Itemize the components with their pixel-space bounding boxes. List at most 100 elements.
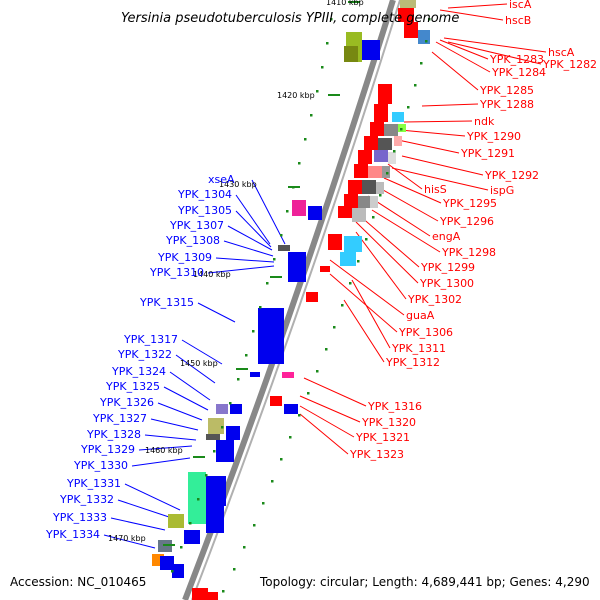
ruler-dot bbox=[237, 378, 240, 381]
gene-feature-block bbox=[308, 206, 322, 220]
left-label-connector bbox=[157, 402, 203, 421]
right-gene-label: YPK_1312 bbox=[385, 356, 440, 369]
left-gene-label: YPK_1330 bbox=[73, 459, 128, 472]
right-label-connector bbox=[299, 413, 349, 455]
gene-feature-block bbox=[374, 150, 388, 162]
ruler-dot bbox=[221, 426, 224, 429]
ruler-dot bbox=[222, 590, 225, 593]
ruler-dot bbox=[357, 260, 360, 263]
left-label-connector bbox=[138, 445, 193, 451]
gene-feature-block bbox=[370, 196, 378, 208]
right-label-connector bbox=[391, 167, 489, 191]
right-gene-label: YPK_1282 bbox=[542, 58, 597, 71]
ruler-dot bbox=[280, 458, 283, 461]
right-gene-label: YPK_1291 bbox=[460, 147, 515, 160]
ruler-dot bbox=[333, 326, 336, 329]
left-gene-label: YPK_1305 bbox=[177, 204, 232, 217]
right-gene-label: YPK_1299 bbox=[420, 261, 475, 274]
ruler-dot bbox=[341, 304, 344, 307]
right-gene-label: YPK_1320 bbox=[361, 416, 416, 429]
left-gene-label: YPK_1324 bbox=[111, 365, 166, 378]
ruler-dot bbox=[197, 498, 200, 501]
gene-feature-block bbox=[338, 206, 352, 218]
right-label-connector bbox=[447, 3, 508, 9]
ruler-dot bbox=[400, 128, 403, 131]
gene-feature-block bbox=[168, 514, 184, 528]
ruler-dot bbox=[189, 522, 192, 525]
ruler-dot bbox=[386, 172, 389, 175]
kbp-tick-label: 1420 kbp bbox=[277, 91, 315, 100]
ruler-dot bbox=[407, 106, 410, 109]
right-gene-label: YPK_1306 bbox=[398, 326, 453, 339]
gene-feature-block bbox=[376, 182, 384, 194]
left-label-connector bbox=[103, 534, 156, 549]
right-label-connector bbox=[375, 185, 439, 222]
gene-feature-block bbox=[392, 112, 404, 122]
left-label-connector bbox=[227, 225, 273, 251]
gene-feature-block bbox=[206, 505, 224, 533]
left-gene-label: YPK_1309 bbox=[157, 251, 212, 264]
gene-feature-block bbox=[208, 592, 218, 600]
ruler-dot bbox=[205, 474, 208, 477]
right-label-connector bbox=[439, 9, 504, 21]
right-gene-label: YPK_1300 bbox=[419, 277, 474, 290]
gene-feature-block bbox=[206, 476, 226, 506]
gene-feature-block bbox=[374, 104, 388, 122]
gene-feature-block bbox=[344, 194, 358, 208]
map-title: Yersinia pseudotuberculosis YPIII, compl… bbox=[121, 11, 459, 26]
right-gene-label: YPK_1292 bbox=[484, 169, 539, 182]
ruler-dot bbox=[393, 150, 396, 153]
gene-feature-block bbox=[370, 122, 384, 136]
ruler-dot bbox=[280, 234, 283, 237]
ruler-dot bbox=[298, 162, 301, 165]
ruler-dot bbox=[349, 282, 352, 285]
left-gene-label: YPK_1315 bbox=[139, 296, 194, 309]
ruler-dot bbox=[428, 18, 431, 21]
kbp-tick-label: 1450 kbp bbox=[180, 359, 218, 368]
left-label-connector bbox=[197, 302, 236, 323]
right-gene-label: YPK_1298 bbox=[441, 246, 496, 259]
ruler-dot bbox=[273, 258, 276, 261]
gene-feature-block bbox=[388, 152, 396, 164]
right-gene-label: YPK_1323 bbox=[349, 448, 404, 461]
right-gene-label: guaA bbox=[406, 309, 435, 322]
gene-feature-block bbox=[160, 556, 174, 570]
left-label-connector bbox=[150, 418, 199, 431]
left-label-connector bbox=[215, 257, 275, 263]
ruler-dot bbox=[243, 546, 246, 549]
right-gene-label: YPK_1316 bbox=[367, 400, 422, 413]
right-label-connector bbox=[435, 41, 491, 73]
right-label-connector bbox=[421, 103, 479, 107]
gene-feature-block bbox=[344, 236, 362, 252]
topology-label: Topology: circular; Length: 4,689,441 bp… bbox=[259, 575, 590, 589]
right-gene-label: hscB bbox=[505, 14, 531, 27]
right-label-connector bbox=[447, 41, 542, 65]
gene-feature-block bbox=[226, 426, 240, 440]
left-gene-label: YPK_1322 bbox=[117, 348, 172, 361]
gene-feature-block bbox=[352, 208, 366, 222]
right-gene-label: hscA bbox=[548, 46, 575, 59]
right-gene-label: iscA bbox=[509, 0, 532, 11]
right-label-connector bbox=[329, 259, 405, 316]
ruler-dot bbox=[330, 18, 333, 21]
gene-feature-block bbox=[344, 46, 358, 62]
gene-feature-block bbox=[172, 564, 184, 578]
ruler-dot bbox=[233, 568, 236, 571]
left-gene-label: YPK_1325 bbox=[105, 380, 160, 393]
right-label-connector bbox=[371, 209, 441, 253]
right-label-connector bbox=[303, 377, 367, 407]
left-label-connector bbox=[117, 499, 173, 519]
left-gene-label: YPK_1310 bbox=[149, 266, 204, 279]
ruler-dot bbox=[289, 436, 292, 439]
left-label-connector bbox=[181, 339, 223, 365]
ruler-dot bbox=[425, 40, 428, 43]
right-gene-label: YPK_1302 bbox=[407, 293, 462, 306]
gene-feature-block bbox=[404, 22, 418, 38]
ruler-dot bbox=[365, 238, 368, 241]
right-label-connector bbox=[351, 279, 391, 349]
right-gene-label: YPK_1295 bbox=[442, 197, 497, 210]
right-label-connector bbox=[355, 231, 407, 300]
accession-label: Accession: NC_010465 bbox=[10, 575, 146, 589]
ruler-dot bbox=[310, 114, 313, 117]
left-gene-label: xseA bbox=[208, 173, 235, 186]
